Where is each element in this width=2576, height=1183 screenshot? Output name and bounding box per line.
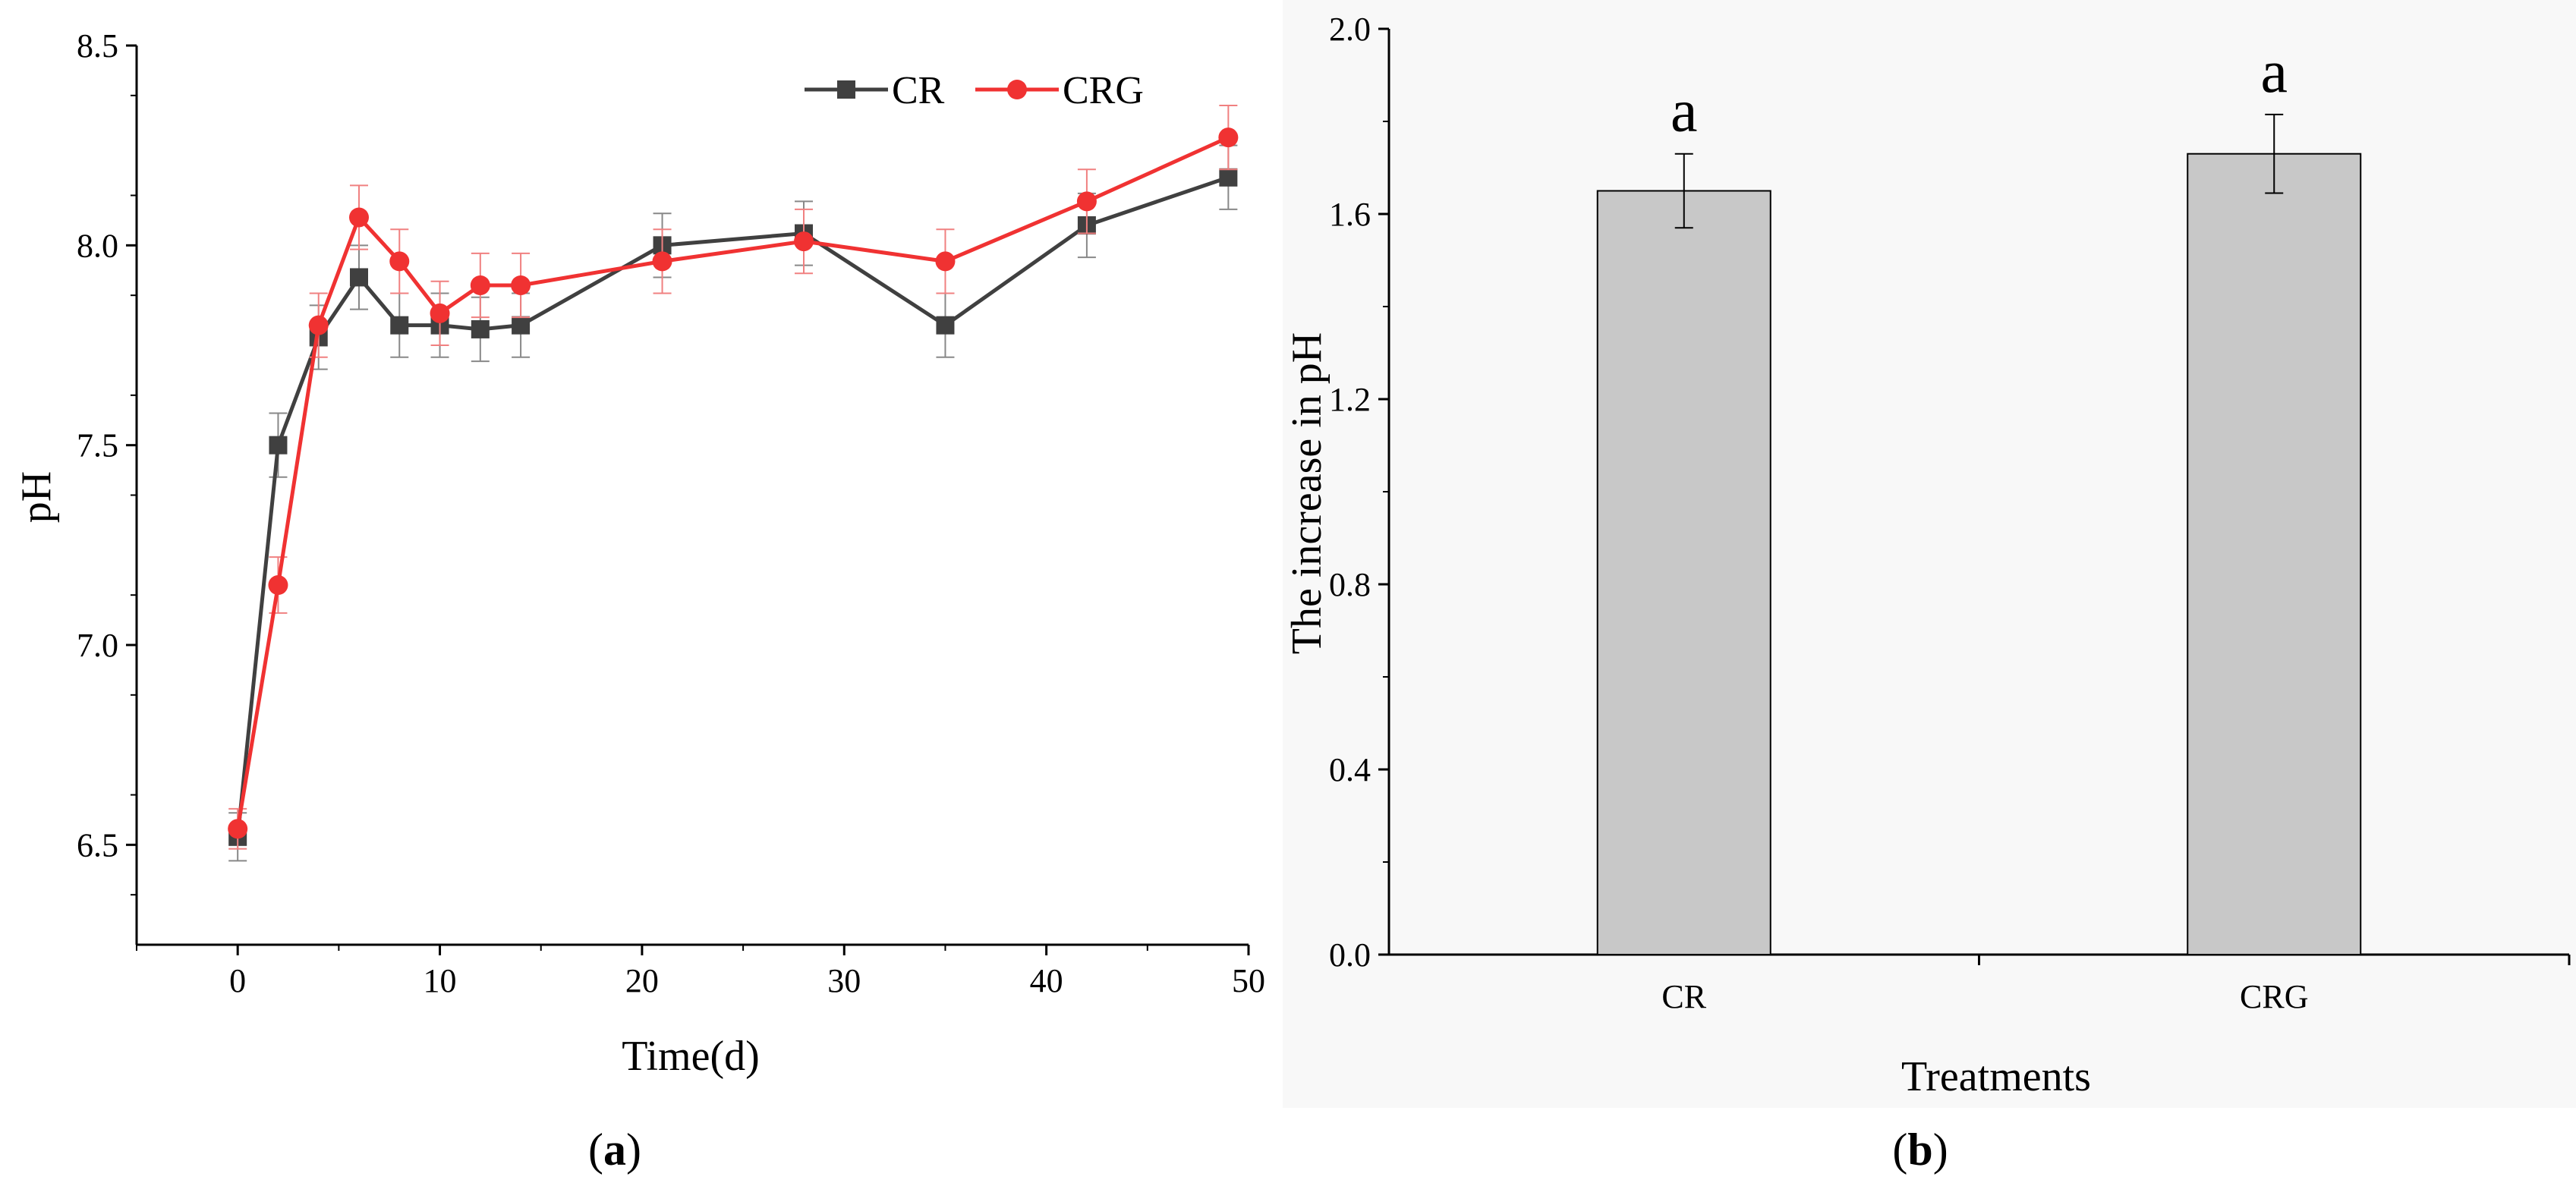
y-tick-label: 0.8: [1329, 566, 1371, 603]
x-tick-label: 20: [625, 962, 659, 999]
x-tick-label: 0: [229, 962, 246, 999]
legend-label: CRG: [1063, 69, 1144, 112]
data-point: [228, 819, 248, 839]
x-tick-label: 30: [827, 962, 861, 999]
x-category-label: CRG: [2240, 978, 2308, 1015]
significance-letter: a: [2260, 39, 2288, 105]
line-chart-y-axis-label: pH: [13, 471, 60, 523]
y-tick-label: 7.5: [77, 427, 118, 464]
data-point: [935, 251, 956, 272]
data-point: [652, 251, 672, 272]
significance-letter: a: [1671, 78, 1698, 145]
data-point: [308, 315, 329, 335]
data-point: [390, 316, 409, 335]
y-tick-label: 8.0: [77, 227, 118, 264]
y-tick-label: 1.2: [1329, 381, 1371, 418]
data-point: [389, 251, 410, 272]
bar-chart-x-axis-label: Treatments: [1901, 1053, 2091, 1100]
bar-crg: [2187, 153, 2362, 956]
x-category-label: CR: [1661, 978, 1706, 1015]
data-point: [471, 319, 490, 338]
data-point: [936, 316, 955, 335]
bar-chart-background: [1283, 0, 2576, 1108]
data-point: [1218, 127, 1239, 148]
line-chart-x-axis-label: Time(d): [622, 1033, 760, 1080]
bar-cr: [1596, 190, 1771, 955]
y-tick-label: 8.5: [77, 27, 118, 64]
legend-marker: [1007, 80, 1027, 99]
data-point: [470, 275, 490, 295]
line-chart-legend: CR CRG: [805, 69, 1144, 112]
data-point: [511, 275, 531, 295]
data-point: [1076, 191, 1097, 212]
legend-label: CR: [892, 69, 945, 112]
panel-label-b-letter: b: [1907, 1125, 1932, 1175]
series-crg: [228, 105, 1239, 850]
data-point: [430, 303, 450, 323]
bar-chart-panel-b: 0.0 0.4 0.8 1.2 1.6 2.0 a CR a CRG Treatments Th…: [1283, 0, 2576, 1175]
bar-chart-bars: a CR a CRG: [1596, 39, 2362, 1015]
y-tick-label: 0.4: [1329, 751, 1371, 788]
data-point: [794, 231, 814, 252]
data-point: [1219, 168, 1238, 187]
data-point: [512, 316, 531, 335]
data-point: [269, 436, 288, 455]
y-tick-label: 0.0: [1329, 936, 1371, 974]
data-point: [350, 268, 368, 287]
panel-label-a: (a): [588, 1125, 641, 1175]
x-tick-label: 40: [1030, 962, 1063, 999]
x-tick-label: 50: [1232, 962, 1265, 999]
bar-chart-y-axis-label: The increase in pH: [1283, 332, 1331, 654]
y-tick-label: 6.5: [77, 826, 118, 864]
line-chart-panel-a: 6.5 7.0 7.5 8.0 8.5 0 10 20 30 40 50 CR CRG Time(d)…: [13, 27, 1265, 1175]
legend-marker: [837, 80, 855, 99]
bar-chart-ticks: 0.0 0.4 0.8 1.2 1.6 2.0: [1329, 11, 2571, 974]
line-chart-series: [228, 105, 1239, 862]
y-tick-label: 2.0: [1329, 11, 1371, 48]
y-tick-label: 1.6: [1329, 196, 1371, 233]
y-tick-label: 7.0: [77, 627, 118, 664]
data-point: [268, 575, 288, 595]
panel-label-b: (b): [1892, 1125, 1948, 1175]
panel-label-a-letter: a: [603, 1125, 626, 1175]
x-tick-label: 10: [424, 962, 457, 999]
line-chart-ticks: 6.5 7.0 7.5 8.0 8.5 0 10 20 30 40 50: [77, 27, 1265, 999]
data-point: [349, 207, 369, 228]
